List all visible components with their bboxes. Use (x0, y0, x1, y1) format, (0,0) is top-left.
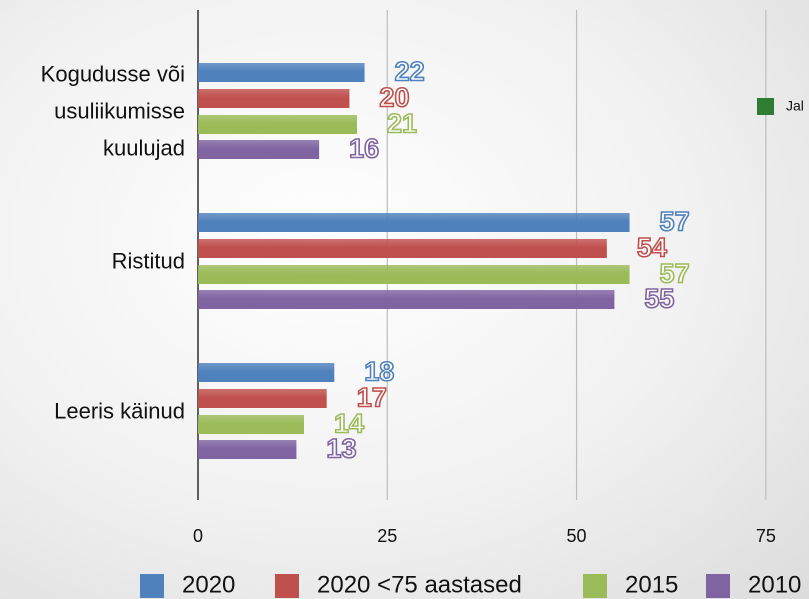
data-label: 57 (660, 207, 690, 237)
bar (198, 63, 365, 82)
y-tick-label: Kogudusse või usuliikumisse kuulujad (40, 61, 185, 161)
data-label: 54 (637, 233, 667, 263)
x-tick-label: 50 (567, 526, 587, 546)
legend-label: 2020 <75 aastased (317, 571, 522, 598)
data-label: 18 (364, 357, 394, 387)
y-tick-label: Ristitud (111, 248, 185, 274)
bar (198, 213, 630, 232)
bar (198, 265, 630, 284)
data-label: 17 (357, 383, 387, 413)
legend-swatch (583, 574, 607, 598)
x-tick-label: 0 (193, 526, 203, 546)
annotation: Jal (786, 98, 804, 114)
bar (198, 140, 320, 159)
bar (198, 440, 297, 459)
y-tick-label: Leeris käinud (54, 398, 185, 424)
bar (198, 239, 607, 258)
bar (198, 415, 304, 434)
bar (198, 89, 350, 108)
legend-label: 2020 (182, 571, 235, 598)
bar (198, 389, 327, 408)
data-label: 22 (395, 57, 425, 87)
legend-swatch (275, 574, 299, 598)
x-tick-label: 75 (756, 526, 776, 546)
bar (198, 115, 357, 134)
bar (198, 363, 335, 382)
data-label: 20 (379, 83, 409, 113)
x-tick-label: 25 (377, 526, 397, 546)
legend-label: 2015 (625, 571, 678, 598)
data-label: 13 (326, 434, 356, 464)
data-label: 55 (644, 284, 674, 314)
data-label: 14 (334, 409, 364, 439)
data-label: 57 (660, 259, 690, 289)
data-label: 21 (387, 109, 417, 139)
annotation-swatch (757, 98, 774, 115)
data-label: 16 (349, 134, 379, 164)
legend-swatch (706, 574, 730, 598)
bar (198, 290, 615, 309)
legend-label: 2010 (748, 571, 801, 598)
legend-swatch (140, 574, 164, 598)
